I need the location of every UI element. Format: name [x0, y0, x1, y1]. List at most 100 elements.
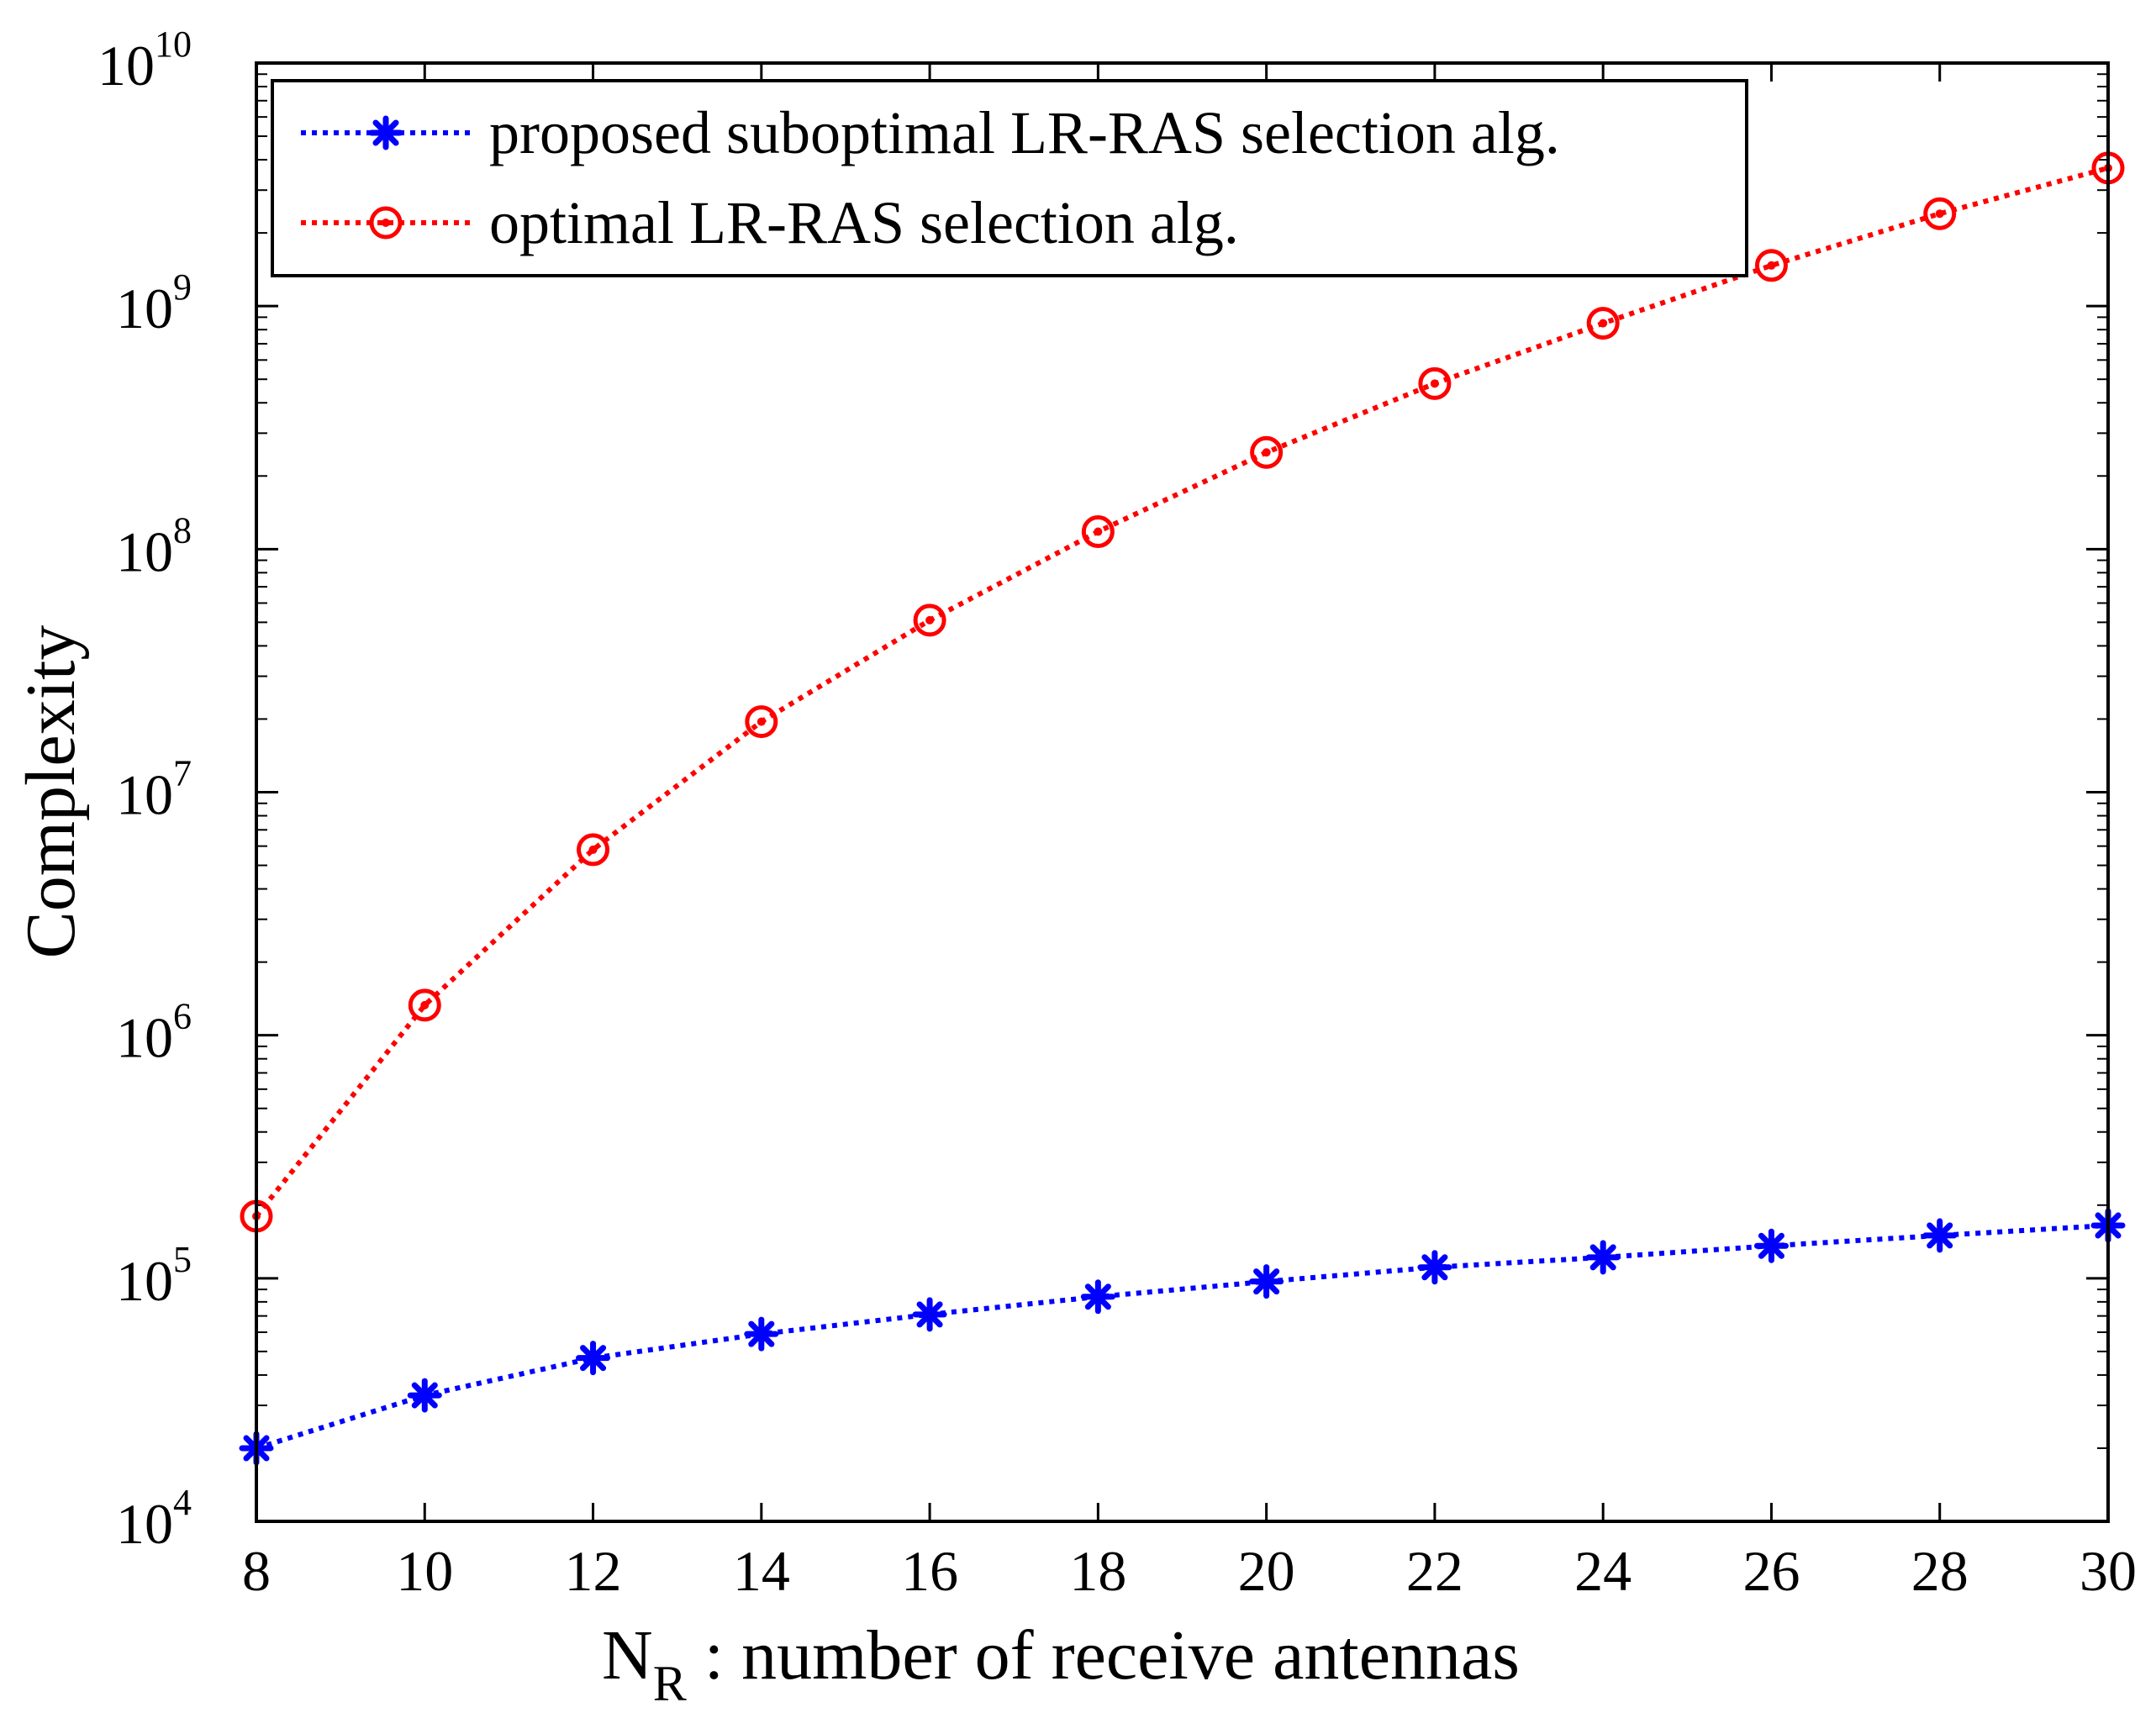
- x-tick-label: 12: [565, 1539, 622, 1603]
- asterisk-center: [1764, 1239, 1779, 1253]
- data-point: [1417, 1250, 1452, 1285]
- y-tick-base: 10: [116, 1249, 173, 1313]
- y-tick-base: 10: [116, 1492, 173, 1556]
- series-line: [256, 1222, 2109, 1451]
- y-tick-base: 10: [116, 1006, 173, 1070]
- y-tick-exponent: 6: [173, 996, 192, 1037]
- circle-marker-center: [1430, 379, 1439, 388]
- data-point: [1923, 197, 1957, 230]
- x-tick-label: 16: [901, 1539, 958, 1603]
- data-point: [1753, 1228, 1789, 1263]
- x-tick-label: 26: [1742, 1539, 1800, 1603]
- asterisk-center: [1259, 1274, 1273, 1289]
- x-tick-label: 20: [1238, 1539, 1295, 1603]
- x-tick-label: 10: [396, 1539, 453, 1603]
- x-tick-label: 8: [242, 1539, 271, 1603]
- circle-marker-ring: [369, 206, 403, 240]
- x-axis-title-subscript: R: [653, 1656, 687, 1711]
- legend-box: [271, 79, 1748, 277]
- asterisk-center: [586, 1351, 600, 1365]
- x-tick-label: 18: [1069, 1539, 1126, 1603]
- circle-marker-center: [925, 615, 935, 625]
- data-point: [1754, 249, 1788, 282]
- data-point: [1418, 366, 1452, 400]
- x-tick-label: 30: [2080, 1539, 2137, 1603]
- plot-area: [256, 63, 2108, 1521]
- x-tick-label: 14: [733, 1539, 790, 1603]
- series-1: [240, 151, 2125, 1233]
- data-point: [408, 988, 441, 1022]
- data-point: [1586, 307, 1620, 340]
- asterisk-center: [379, 126, 393, 140]
- legend-marker-suboptimal: [368, 115, 403, 150]
- legend-label-optimal: optimal LR-RAS selection alg.: [489, 189, 1239, 256]
- y-tick-label: 105: [116, 1239, 192, 1313]
- circle-marker-center: [1094, 527, 1103, 536]
- y-tick-exponent: 8: [173, 509, 192, 551]
- asterisk-center: [418, 1389, 432, 1403]
- data-point: [1585, 1240, 1621, 1275]
- circle-marker-ring: [1754, 249, 1788, 282]
- asterisk-center: [1427, 1260, 1442, 1274]
- data-point: [576, 1341, 611, 1376]
- data-point: [1250, 435, 1284, 469]
- circle-marker-center: [1767, 261, 1776, 270]
- data-point: [577, 833, 610, 867]
- y-tick-base: 10: [116, 519, 173, 583]
- circle-marker-ring: [577, 833, 610, 867]
- legend-marker-optimal: [369, 206, 403, 240]
- circle-marker-ring: [408, 988, 441, 1022]
- x-tick-labels: 8 10 12 14 16 18 20 22 24 26 28 30: [242, 1539, 2137, 1603]
- circle-marker-ring: [1418, 366, 1452, 400]
- x-tick-label: 28: [1911, 1539, 1969, 1603]
- legend-label-suboptimal: proposed suboptimal LR-RAS selection alg…: [489, 99, 1560, 166]
- circle-marker-ring: [1923, 197, 1957, 230]
- asterisk-center: [1932, 1228, 1947, 1242]
- data-point: [745, 705, 778, 739]
- circle-marker-center: [588, 845, 598, 854]
- data-point: [1922, 1218, 1958, 1253]
- y-tick-base: 10: [116, 277, 173, 340]
- y-tick-label: 108: [116, 509, 192, 583]
- data-point: [913, 603, 946, 637]
- y-tick-label: 106: [116, 996, 192, 1070]
- y-tick-label: 107: [116, 753, 192, 827]
- circle-marker-center: [420, 1000, 430, 1009]
- x-axis-title-rest: : number of receive antennas: [687, 1616, 1520, 1694]
- y-axis-title: Complexity: [12, 625, 90, 959]
- x-axis-title: NR : number of receive antennas: [602, 1616, 1520, 1711]
- circle-marker-ring: [745, 705, 778, 739]
- legend-marker-symbol: [369, 206, 403, 240]
- y-tick-base: 10: [98, 34, 155, 98]
- circle-marker-center: [756, 717, 766, 726]
- circle-marker-ring: [913, 603, 946, 637]
- y-tick-exponent: 4: [173, 1482, 192, 1523]
- asterisk-center: [923, 1307, 937, 1321]
- circle-marker-ring: [1586, 307, 1620, 340]
- y-tick-exponent: 5: [173, 1239, 192, 1280]
- asterisk-center: [1091, 1289, 1105, 1304]
- x-tick-label: 24: [1574, 1539, 1631, 1603]
- circle-marker-center: [1935, 209, 1944, 219]
- x-axis-title-var: N: [602, 1616, 653, 1694]
- y-tick-exponent: 9: [173, 266, 192, 308]
- y-tick-label: 1010: [98, 24, 192, 98]
- asterisk-center: [754, 1327, 768, 1341]
- circle-marker-ring: [1250, 435, 1284, 469]
- data-point: [744, 1316, 779, 1352]
- data-point: [407, 1378, 442, 1413]
- data-point: [1081, 515, 1115, 549]
- y-tick-label: 104: [116, 1482, 192, 1556]
- circle-marker-center: [382, 219, 390, 227]
- legend: proposed suboptimal LR-RAS selection alg…: [271, 79, 1748, 277]
- asterisk-center: [1596, 1250, 1610, 1264]
- x-tick-label: 22: [1406, 1539, 1463, 1603]
- circle-marker-center: [1262, 448, 1271, 457]
- y-tick-label: 109: [116, 266, 192, 340]
- data-point: [1080, 1279, 1115, 1315]
- plot-frame: [255, 61, 2110, 1523]
- y-tick-exponent: 10: [155, 24, 192, 65]
- data-point: [1249, 1264, 1284, 1299]
